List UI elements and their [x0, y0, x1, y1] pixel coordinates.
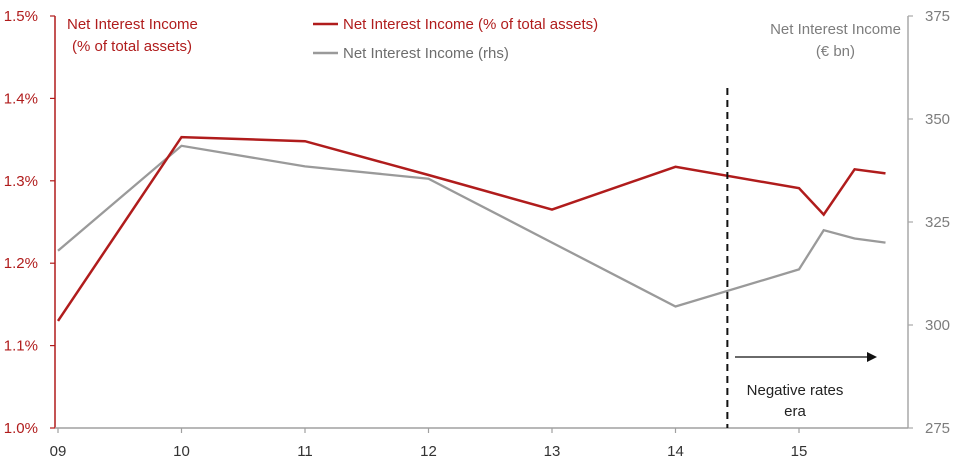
left-axis-title-line-2: (% of total assets) [72, 38, 192, 55]
legend-label-gray: Net Interest Income (rhs) [343, 45, 509, 62]
right-tick-label: 325 [925, 214, 950, 231]
left-tick-label: 1.3% [4, 173, 38, 190]
left-axis-title-line-1: Net Interest Income [67, 16, 198, 33]
right-axis-title-line-1: Net Interest Income [770, 21, 901, 38]
x-tick-label: 15 [791, 443, 808, 460]
left-tick-label: 1.4% [4, 90, 38, 107]
axes [54, 16, 909, 429]
left-tick-label: 1.1% [4, 338, 38, 355]
x-tick-label: 12 [420, 443, 437, 460]
x-tick-label: 14 [667, 443, 684, 460]
legend-label-red: Net Interest Income (% of total assets) [343, 16, 598, 33]
x-tick-label: 11 [297, 443, 313, 460]
ticks: 1.0% 1.1% 1.2% 1.3% 1.4% 1.5% 275 300 325 350 375 0… [4, 8, 950, 460]
right-tick-label: 275 [925, 420, 950, 437]
annotation-arrow-head [867, 352, 877, 362]
right-tick-label: 375 [925, 8, 950, 25]
left-tick-label: 1.5% [4, 8, 38, 25]
right-axis-title-line-2: (€ bn) [816, 43, 855, 60]
right-tick-label: 350 [925, 111, 950, 128]
x-tick-label: 10 [173, 443, 190, 460]
annotation-line-1: Negative rates [747, 382, 844, 399]
x-tick-label: 09 [50, 443, 67, 460]
x-tick-label: 13 [544, 443, 561, 460]
series-line-nii-rhs [57, 144, 886, 308]
annotation-line-2: era [784, 403, 806, 420]
left-tick-label: 1.2% [4, 255, 38, 272]
right-tick-label: 300 [925, 317, 950, 334]
series-line-nii-pct-assets [56, 135, 886, 322]
series [56, 135, 886, 322]
left-tick-label: 1.0% [4, 420, 38, 437]
